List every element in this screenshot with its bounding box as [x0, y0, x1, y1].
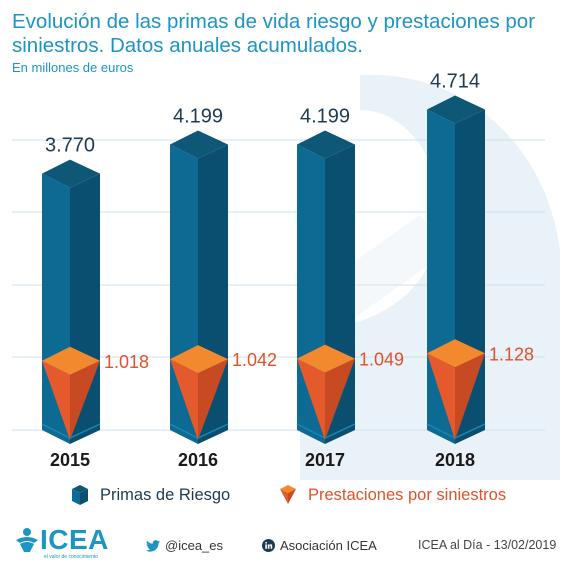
- bar-top-face: [427, 95, 485, 124]
- linkedin-icon: [262, 539, 275, 552]
- cone-top-face: [170, 345, 228, 374]
- cone-front-face: [297, 358, 325, 440]
- bar-top-face: [297, 130, 355, 159]
- logo-tagline: el valor de conocimiento: [44, 554, 98, 560]
- legend-label-primas: Primas de Riesgo: [100, 485, 231, 504]
- x-tick-label: 2017: [305, 450, 345, 470]
- twitter-label: @icea_es: [165, 538, 224, 553]
- cone-prestaciones: [297, 344, 355, 440]
- title-line: siniestros. Datos anuales acumulados.: [12, 34, 363, 57]
- x-tick-label: 2015: [50, 450, 90, 470]
- chart-subtitle: En millones de euros: [12, 60, 134, 75]
- linkedin-link[interactable]: Asociación ICEA: [262, 538, 377, 553]
- value-labels: 3.770 1.018 2015 4.199 1.042 2016 4.199 1.049 20…: [45, 70, 534, 470]
- value-label-prestaciones: 1.018: [104, 352, 149, 372]
- legend-item-prestaciones: Prestaciones por siniestros: [278, 484, 506, 506]
- value-label-primas: 4.714: [430, 70, 480, 92]
- logo-wordmark: ICEA: [40, 524, 109, 555]
- cone-prestaciones: [170, 345, 228, 440]
- cone-top-face: [427, 339, 485, 368]
- publication-credit: ICEA al Día - 13/02/2019: [418, 538, 557, 552]
- chart-title: Evolución de las primas de vida riesgo y…: [12, 10, 552, 58]
- twitter-bird-icon: [146, 539, 160, 552]
- legend-label-prestaciones: Prestaciones por siniestros: [308, 485, 507, 504]
- cone-front-face: [42, 360, 70, 440]
- cone-prestaciones: [427, 339, 485, 440]
- value-label-primas: 3.770: [45, 135, 95, 157]
- cone-side-face: [198, 359, 228, 440]
- icea-person-icon: [16, 528, 38, 552]
- cube-icon: [72, 485, 88, 505]
- bar-top-face: [42, 159, 100, 188]
- bar-chart: 3.770 1.018 2015 4.199 1.042 2016 4.199 1.049 20…: [12, 70, 560, 480]
- legend: Primas de Riesgo Prestaciones por sinies…: [0, 484, 567, 508]
- value-label-prestaciones: 1.042: [232, 350, 277, 370]
- icea-logo: ICEA el valor de conocimiento: [14, 524, 109, 560]
- x-tick-label: 2018: [435, 450, 475, 470]
- footer: ICEA el valor de conocimiento @icea_es A…: [0, 526, 567, 566]
- value-label-prestaciones: 1.128: [489, 344, 534, 364]
- cone-side-face: [70, 360, 100, 440]
- cone-front-face: [427, 353, 455, 440]
- value-label-prestaciones: 1.049: [359, 350, 404, 370]
- claims-cones: [42, 339, 485, 440]
- x-tick-label: 2016: [178, 450, 218, 470]
- value-label-primas: 4.199: [300, 105, 350, 127]
- value-label-primas: 4.199: [173, 105, 223, 127]
- cone-side-face: [455, 353, 485, 440]
- cone-top-face: [297, 344, 355, 373]
- twitter-handle[interactable]: @icea_es: [146, 538, 223, 553]
- cone-top-face: [42, 346, 100, 375]
- linkedin-label: Asociación ICEA: [280, 538, 377, 553]
- title-line: Evolución de las primas de vida riesgo y…: [12, 10, 536, 33]
- bar-top-face: [170, 130, 228, 159]
- cone-front-face: [170, 359, 198, 440]
- cone-prestaciones: [42, 346, 100, 440]
- cone-side-face: [325, 358, 355, 440]
- legend-item-primas: Primas de Riesgo: [70, 484, 230, 506]
- cone-icon: [280, 485, 296, 504]
